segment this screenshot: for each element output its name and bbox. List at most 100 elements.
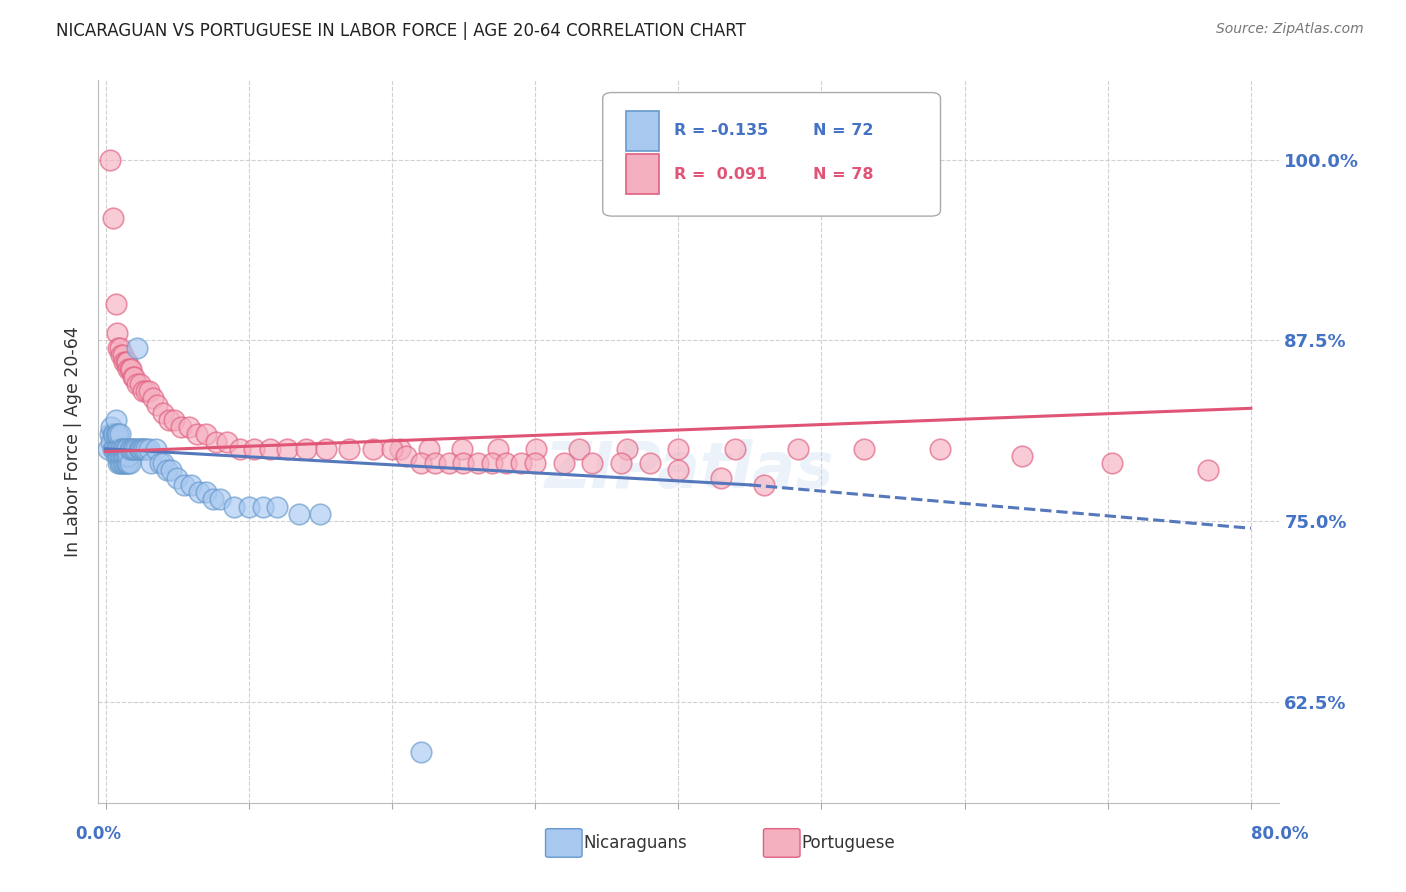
Point (180, 478, 202, 492)
Point (638, 456, 661, 470)
Point (201, 492, 224, 507)
Point (453, 456, 475, 470)
Point (117, 362, 139, 376)
Point (135, 384, 157, 398)
Point (146, 399, 169, 413)
Point (125, 376, 148, 391)
Text: R = -0.135: R = -0.135 (673, 123, 768, 138)
Point (107, 341, 129, 355)
Point (131, 442, 153, 456)
Point (409, 745, 432, 759)
Point (467, 456, 489, 470)
Point (156, 463, 179, 477)
Point (120, 442, 142, 456)
Point (141, 456, 163, 470)
Point (110, 348, 132, 362)
Point (101, 427, 124, 442)
Point (112, 355, 135, 369)
Point (166, 470, 188, 484)
Point (173, 478, 195, 492)
Point (104, 297, 127, 311)
Point (112, 456, 135, 470)
Point (160, 463, 183, 477)
Point (381, 442, 404, 456)
Point (107, 442, 129, 456)
Point (361, 442, 384, 456)
Point (104, 442, 127, 456)
Point (710, 470, 733, 484)
Point (170, 420, 193, 434)
Point (101, 211, 124, 225)
Point (238, 500, 260, 514)
Point (111, 348, 134, 362)
Point (315, 442, 337, 456)
Point (134, 442, 156, 456)
Text: N = 72: N = 72 (813, 123, 873, 138)
Point (108, 442, 131, 456)
Text: N = 78: N = 78 (813, 167, 873, 182)
Point (117, 449, 139, 463)
Point (157, 413, 180, 427)
Point (107, 456, 129, 470)
Point (252, 500, 274, 514)
Point (101, 442, 124, 456)
Point (111, 456, 134, 470)
Text: 80.0%: 80.0% (1251, 825, 1308, 843)
Point (114, 355, 136, 369)
Point (122, 442, 145, 456)
Point (145, 442, 167, 456)
Point (1197, 463, 1219, 477)
Bar (626, 154, 659, 194)
Point (111, 449, 134, 463)
FancyBboxPatch shape (603, 93, 941, 216)
Point (112, 449, 135, 463)
Point (103, 427, 125, 442)
Point (115, 355, 138, 369)
Point (122, 369, 145, 384)
Point (224, 500, 246, 514)
Point (752, 478, 775, 492)
Point (132, 442, 155, 456)
Point (787, 442, 810, 456)
Point (121, 369, 143, 384)
Point (108, 427, 131, 442)
Point (395, 449, 418, 463)
Text: NICARAGUAN VS PORTUGUESE IN LABOR FORCE | AGE 20-64 CORRELATION CHART: NICARAGUAN VS PORTUGUESE IN LABOR FORCE … (56, 22, 747, 40)
Point (98, 153, 121, 167)
Point (309, 507, 332, 521)
Point (107, 427, 129, 442)
Text: Portuguese: Portuguese (801, 834, 896, 852)
Point (526, 442, 548, 456)
Point (243, 442, 266, 456)
Point (115, 456, 138, 470)
Point (194, 427, 217, 442)
Y-axis label: In Labor Force | Age 20-64: In Labor Force | Age 20-64 (63, 326, 82, 557)
Point (117, 456, 139, 470)
Point (409, 456, 432, 470)
Point (120, 362, 142, 376)
Point (481, 456, 503, 470)
Point (229, 442, 252, 456)
Point (437, 456, 460, 470)
Point (553, 456, 575, 470)
Point (209, 492, 232, 507)
Point (110, 442, 132, 456)
Point (1011, 449, 1033, 463)
Point (118, 362, 141, 376)
Point (114, 456, 136, 470)
Point (276, 442, 298, 456)
Point (118, 456, 141, 470)
Text: Source: ZipAtlas.com: Source: ZipAtlas.com (1216, 22, 1364, 37)
Point (666, 463, 689, 477)
Point (288, 507, 311, 521)
Point (114, 449, 136, 463)
Point (98, 427, 121, 442)
Point (124, 442, 146, 456)
Point (118, 442, 141, 456)
Point (104, 413, 127, 427)
Text: 0.0%: 0.0% (76, 825, 121, 843)
Point (186, 427, 208, 442)
Point (266, 500, 288, 514)
Point (105, 326, 128, 341)
Point (100, 420, 122, 434)
